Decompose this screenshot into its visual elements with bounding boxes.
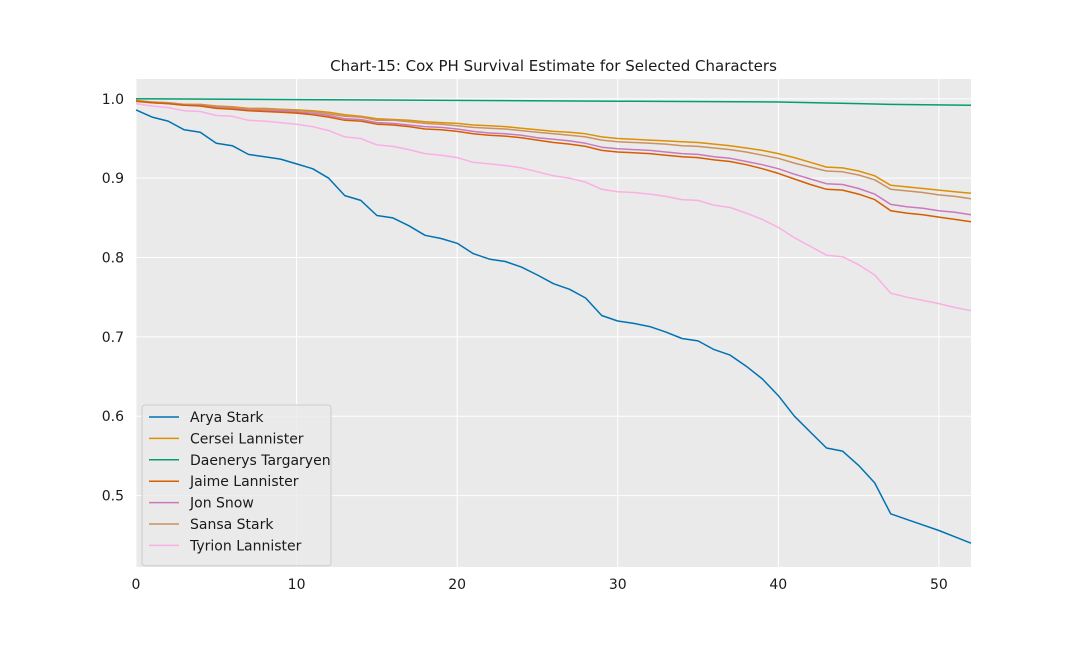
y-tick-label: 0.8 bbox=[102, 251, 124, 267]
legend-label: Jon Snow bbox=[189, 496, 254, 512]
x-tick-label: 10 bbox=[288, 577, 306, 593]
series-line-jon-snow bbox=[135, 100, 972, 216]
x-tick-label: 20 bbox=[448, 577, 466, 593]
series-line-daenerys-targaryen bbox=[135, 98, 972, 106]
y-tick-label: 0.9 bbox=[102, 171, 124, 187]
x-tick-label: 30 bbox=[609, 577, 627, 593]
legend-label: Sansa Stark bbox=[190, 517, 274, 533]
y-tick-label: 0.6 bbox=[102, 409, 124, 425]
series-line-jaime-lannister bbox=[135, 100, 972, 223]
axis-ticks: 0 10 20 30 40 50 0.5 0.6 0.7 0.8 0.9 1.0 bbox=[102, 92, 948, 593]
chart-title: Chart-15: Cox PH Survival Estimate for S… bbox=[330, 57, 777, 75]
legend-label: Arya Stark bbox=[190, 410, 264, 426]
series-line-arya-stark bbox=[135, 109, 972, 544]
legend-label: Tyrion Lannister bbox=[189, 538, 302, 554]
legend-label: Jaime Lannister bbox=[189, 474, 299, 490]
x-tick-label: 0 bbox=[132, 577, 141, 593]
series-line-sansa-stark bbox=[135, 100, 972, 200]
series-line-tyrion-lannister bbox=[135, 102, 972, 312]
series-lines bbox=[135, 98, 972, 544]
y-tick-label: 0.5 bbox=[102, 489, 124, 505]
x-tick-label: 40 bbox=[769, 577, 787, 593]
legend-label: Cersei Lannister bbox=[190, 431, 304, 447]
legend-box bbox=[141, 404, 332, 567]
x-tick-label: 50 bbox=[930, 577, 948, 593]
y-tick-label: 0.7 bbox=[102, 330, 124, 346]
legend: Arya Stark Cersei Lannister Daenerys Targa… bbox=[141, 404, 332, 567]
legend-label: Daenerys Targaryen bbox=[190, 453, 331, 469]
y-tick-label: 1.0 bbox=[102, 92, 124, 108]
